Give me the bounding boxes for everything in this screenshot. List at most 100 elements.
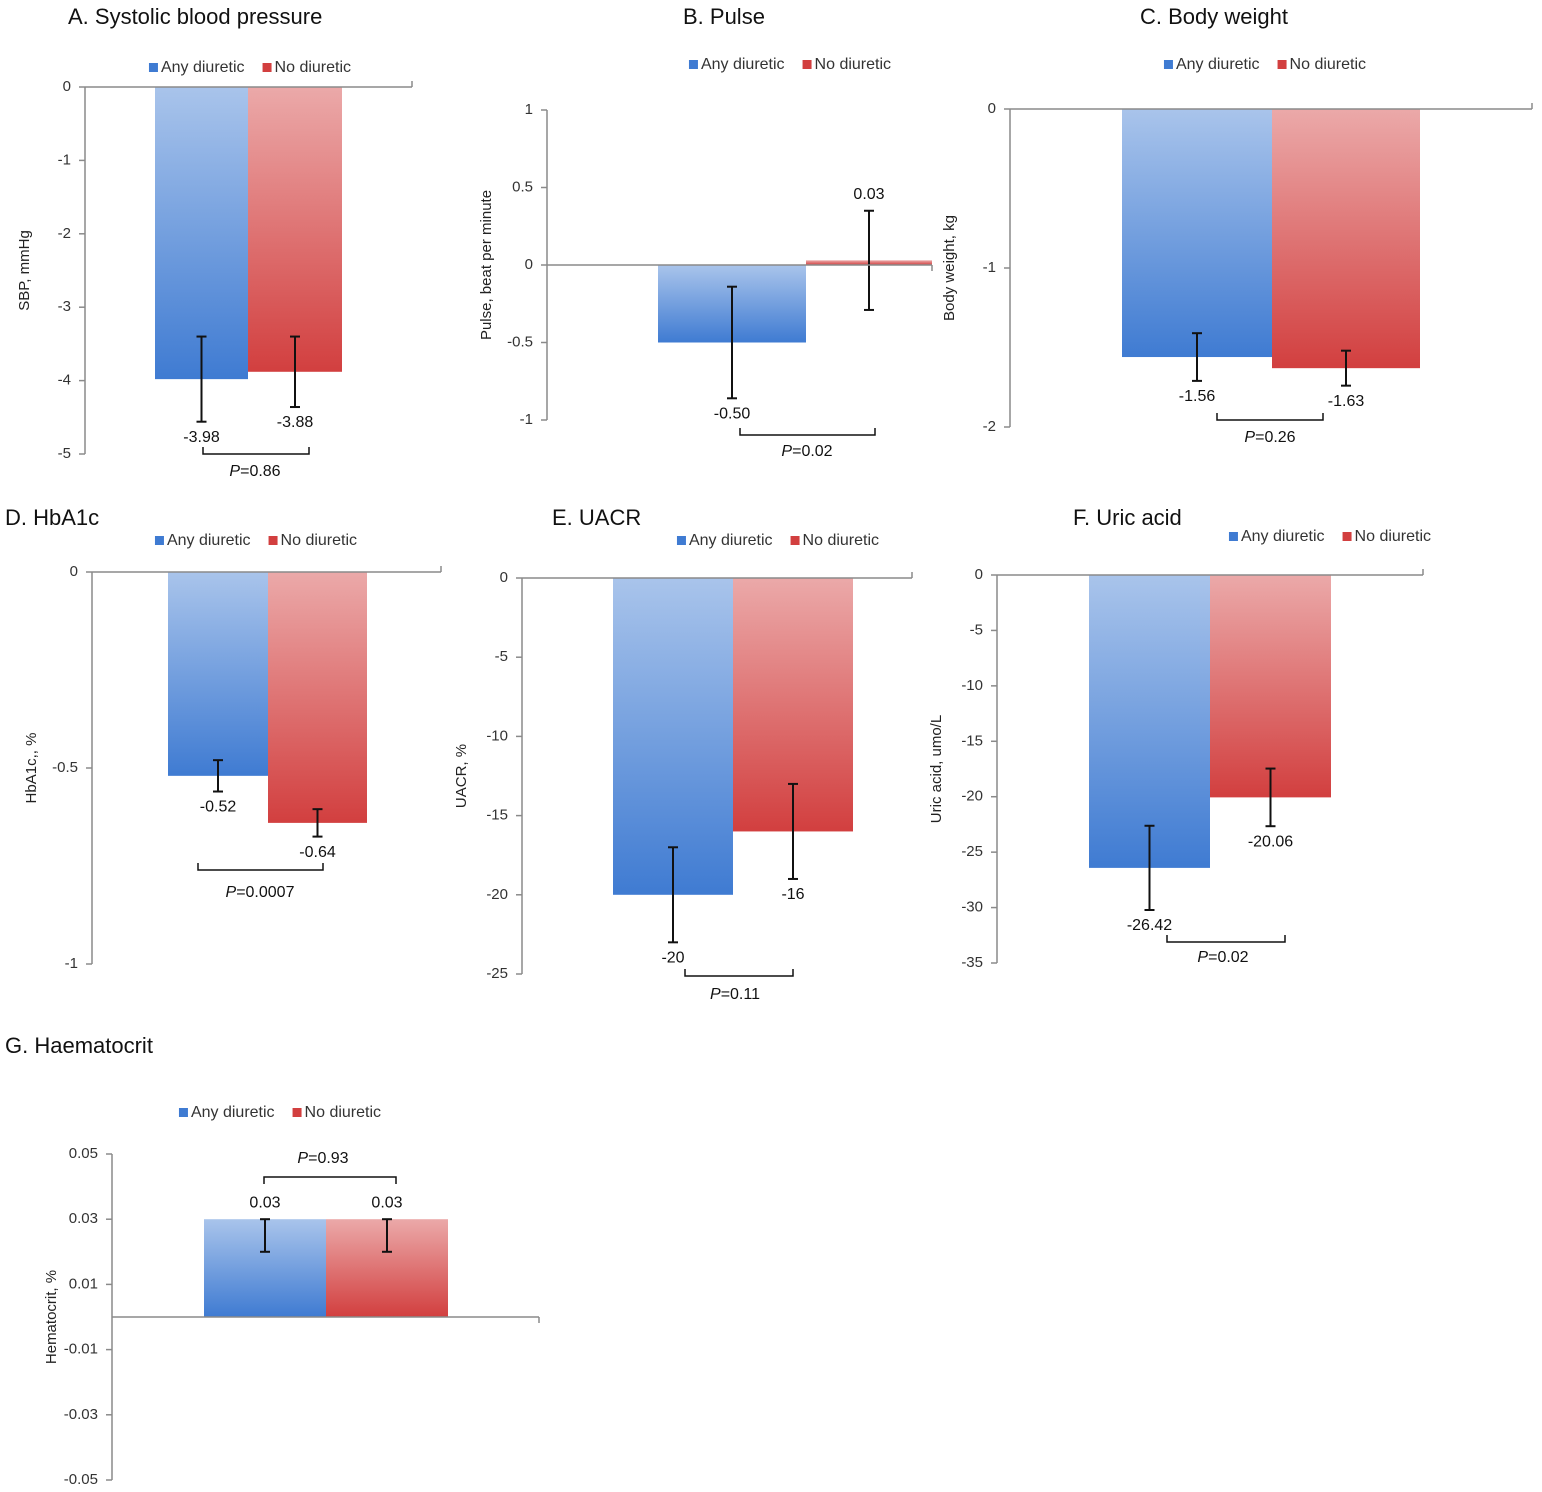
- panel-title: E. UACR: [552, 505, 641, 530]
- p-value: P=0.11: [710, 986, 760, 1003]
- y-tick-label: 0: [70, 563, 78, 580]
- data-label: -20.06: [1248, 833, 1293, 850]
- y-tick-label: -25: [961, 843, 983, 860]
- y-axis-label: Uric acid, umo/L: [928, 715, 945, 823]
- y-tick-label: -5: [970, 621, 983, 638]
- legend-label: No diuretic: [1355, 528, 1431, 545]
- y-tick-label: -0.03: [64, 1406, 98, 1423]
- y-tick-label: -1: [520, 411, 533, 428]
- panel: B. Pulse Pulse, beat per minute 1 0.5 0 -0.5 -…: [478, 4, 933, 460]
- y-tick-label: -30: [961, 899, 983, 916]
- data-label: -16: [781, 886, 804, 903]
- bar: [1272, 109, 1420, 369]
- y-tick-label: -2: [58, 225, 71, 242]
- data-label: -0.50: [714, 406, 751, 423]
- y-tick-label: 0.01: [69, 1275, 98, 1292]
- legend-label: Any diuretic: [191, 1104, 275, 1121]
- data-label: -0.64: [299, 844, 336, 861]
- panel-title: F. Uric acid: [1073, 505, 1182, 530]
- y-axis-label: Pulse, beat per minute: [478, 190, 495, 340]
- y-tick-label: -1: [65, 955, 78, 972]
- data-label: 0.03: [371, 1194, 402, 1211]
- p-symbol: P: [1244, 429, 1255, 446]
- legend-label: No diuretic: [803, 532, 879, 549]
- data-label: -1.56: [1179, 388, 1216, 405]
- data-label: -3.98: [183, 429, 220, 446]
- legend-label: Any diuretic: [689, 532, 773, 549]
- data-label: 0.03: [249, 1194, 280, 1211]
- y-axis-label: Hematocrit, %: [43, 1270, 60, 1364]
- p-text: =0.02: [792, 443, 833, 460]
- panel-title: G. Haematocrit: [5, 1033, 153, 1058]
- data-label: 0.03: [853, 186, 884, 203]
- legend-swatch: [268, 536, 278, 545]
- y-tick-label: -0.5: [507, 333, 533, 350]
- p-symbol: P: [710, 986, 721, 1003]
- legend-swatch: [1228, 532, 1238, 541]
- bar: [155, 87, 248, 380]
- data-label: -26.42: [1127, 917, 1172, 934]
- y-tick-label: -1: [58, 151, 71, 168]
- y-tick-label: -5: [495, 648, 508, 665]
- legend-label: Any diuretic: [167, 532, 251, 549]
- p-value: P=0.26: [1244, 429, 1295, 446]
- p-symbol: P: [297, 1150, 308, 1167]
- legend-label: No diuretic: [305, 1104, 381, 1121]
- y-tick-label: -0.05: [64, 1471, 98, 1488]
- y-tick-label: 1: [525, 101, 533, 118]
- y-axis-label: Body weight, kg: [941, 215, 958, 321]
- legend-swatch: [178, 1108, 188, 1117]
- y-tick-label: 0.05: [69, 1145, 98, 1162]
- legend-swatch: [802, 60, 812, 69]
- p-value: P=0.02: [1197, 949, 1248, 966]
- y-tick-label: 0.03: [69, 1210, 98, 1227]
- panel-title: B. Pulse: [683, 4, 765, 29]
- y-axis-label: HbA1c,, %: [23, 733, 40, 804]
- y-tick-label: -15: [961, 732, 983, 749]
- panel: C. Body weight Body weight, kg 0 -1 -2 Any di…: [941, 4, 1533, 446]
- y-tick-label: 0: [525, 256, 533, 273]
- p-bracket: [684, 969, 794, 977]
- bar: [1210, 575, 1331, 798]
- y-tick-label: 0.5: [512, 178, 533, 195]
- legend-label: No diuretic: [1290, 56, 1366, 73]
- y-tick-label: -1: [983, 259, 996, 276]
- p-text: =0.26: [1255, 429, 1296, 446]
- legend: Any diuretic No diuretic: [1163, 56, 1366, 73]
- y-tick-label: -4: [58, 372, 71, 389]
- p-symbol: P: [226, 884, 237, 901]
- legend-swatch: [148, 63, 158, 72]
- panel: A. Systolic blood pressure SBP, mmHg 0 -1 -2…: [16, 4, 413, 480]
- p-bracket: [1166, 935, 1286, 943]
- p-text: =0.93: [308, 1150, 349, 1167]
- legend-label: No diuretic: [281, 532, 357, 549]
- p-text: =0.86: [240, 463, 281, 480]
- y-tick-label: -5: [58, 445, 71, 462]
- p-bracket: [263, 1176, 397, 1184]
- bar: [168, 572, 268, 776]
- p-value: P=0.02: [781, 443, 832, 460]
- legend-swatch: [262, 63, 272, 72]
- legend-swatch: [688, 60, 698, 69]
- bar: [248, 87, 342, 372]
- y-tick-label: -0.5: [52, 759, 78, 776]
- y-tick-label: -20: [486, 886, 508, 903]
- y-tick-label: -0.01: [64, 1341, 98, 1358]
- legend-swatch: [292, 1108, 302, 1117]
- y-tick-label: 0: [988, 100, 996, 117]
- data-label: -3.88: [277, 414, 314, 431]
- p-text: =0.11: [721, 986, 760, 1003]
- p-bracket: [739, 428, 876, 436]
- y-tick-label: -2: [983, 418, 996, 435]
- y-tick-label: -3: [58, 298, 71, 315]
- legend-label: No diuretic: [815, 56, 891, 73]
- bar: [1122, 109, 1272, 358]
- y-axis-label: UACR, %: [453, 744, 470, 808]
- legend: Any diuretic No diuretic: [178, 1104, 381, 1121]
- p-bracket: [1216, 413, 1324, 421]
- y-tick-label: -10: [961, 677, 983, 694]
- data-label: -1.63: [1328, 393, 1365, 410]
- legend-label: Any diuretic: [1241, 528, 1325, 545]
